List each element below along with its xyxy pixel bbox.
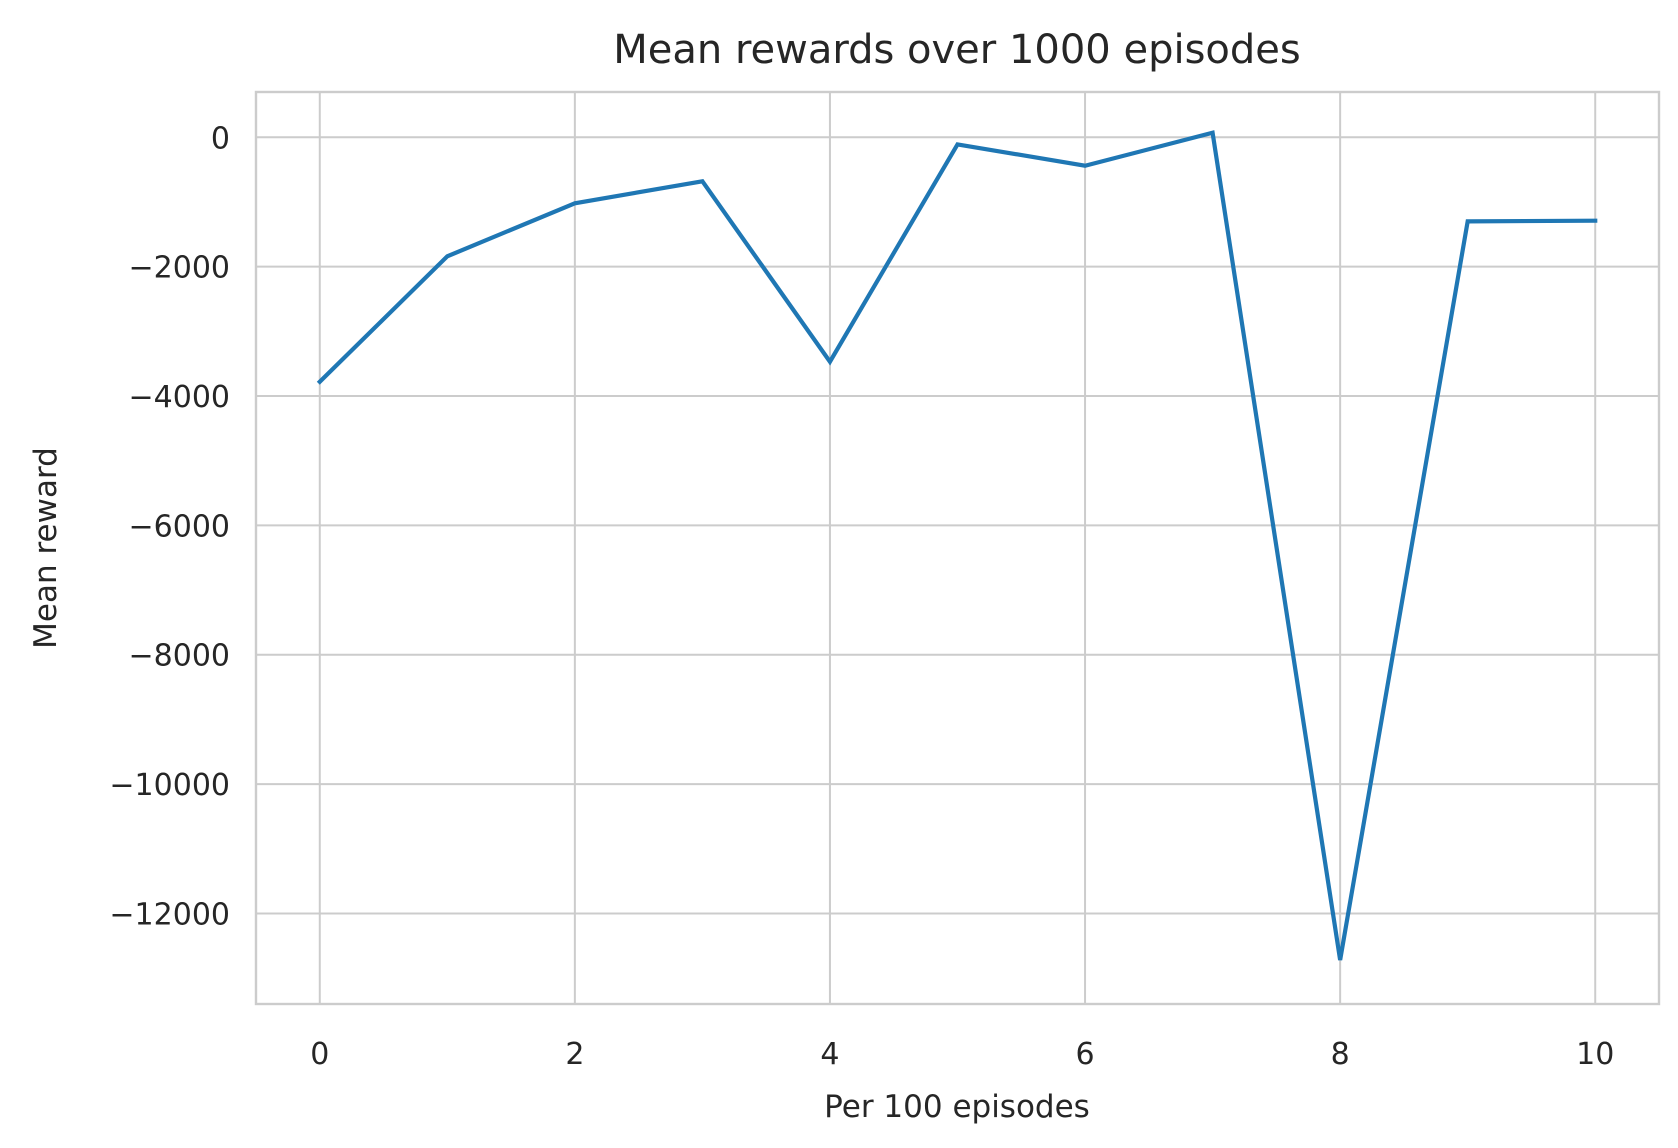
y-tick-label: −12000 [109, 897, 230, 932]
y-tick-label: −4000 [129, 380, 230, 415]
chart-title: Mean rewards over 1000 episodes [613, 27, 1300, 73]
y-tick-label: 0 [211, 121, 230, 156]
y-tick-label: −2000 [129, 251, 230, 286]
x-tick-label: 2 [565, 1037, 584, 1072]
x-tick-label: 0 [310, 1037, 329, 1072]
series-layer [316, 130, 1598, 961]
x-tick-label: 6 [1075, 1037, 1094, 1072]
y-tick-label: −6000 [129, 509, 230, 544]
x-tick-label: 8 [1331, 1037, 1350, 1072]
axes-frame [254, 90, 1661, 1006]
y-tick-label: −10000 [109, 768, 230, 803]
tick-labels: 0 2 4 6 8 10 0 −2000 −4000 −6000 −8000 −10000 −12000 [109, 121, 1614, 1072]
series-line [316, 130, 1598, 961]
x-tick-label: 4 [820, 1037, 839, 1072]
grid-layer [256, 92, 1659, 1004]
plot-area-frame [254, 90, 1661, 1006]
x-axis-label: Per 100 episodes [824, 1089, 1090, 1125]
y-axis-label: Mean reward [28, 447, 64, 649]
y-tick-label: −8000 [129, 639, 230, 674]
x-tick-label: 10 [1576, 1037, 1614, 1072]
